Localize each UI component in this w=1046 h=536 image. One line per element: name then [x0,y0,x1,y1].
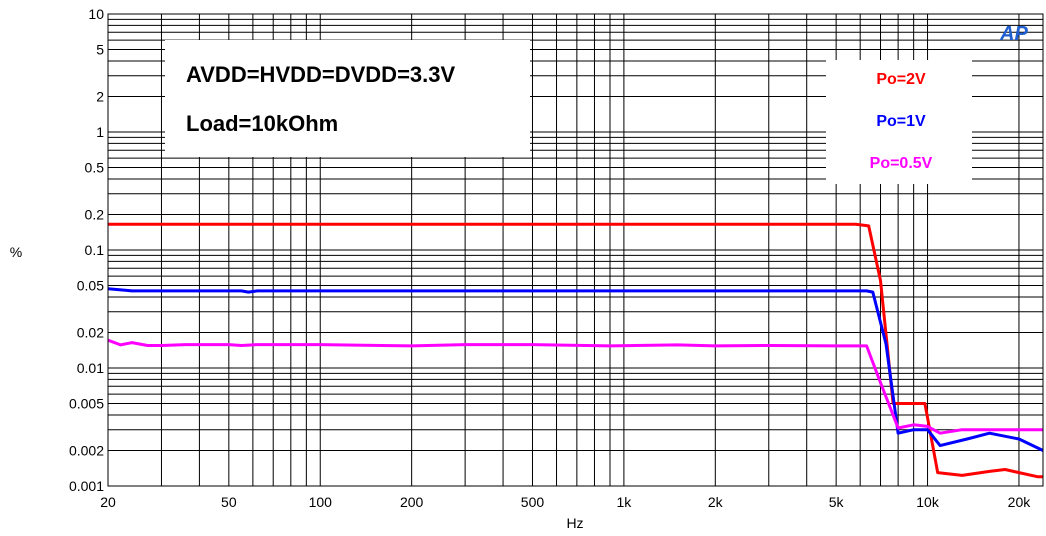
x-tick-label: 20 [100,494,116,510]
y-tick-label: 2 [96,88,104,104]
legend-entry-3: Po=0.5V [870,155,933,172]
annotation-supply: AVDD=HVDD=DVDD=3.3V [186,62,456,87]
legend-box [826,60,972,184]
x-tick-label: 20k [1008,494,1032,510]
annotation-box [165,40,530,157]
tick-labels: 20 50 100 200 500 1k 2k 5k 10k 20k 10 5 2 1 0.5 0.2 0.1 0… [69,6,1031,510]
y-axis-title: % [10,244,22,260]
x-tick-label: 5k [829,494,845,510]
y-tick-label: 0.5 [85,160,105,176]
x-tick-label: 1k [616,494,632,510]
x-tick-label: 50 [221,494,237,510]
y-tick-label: 1 [96,124,104,140]
y-tick-label: 0.005 [69,396,104,412]
series-layer [107,222,1044,479]
series-line-2 [107,287,1044,452]
y-tick-label: 0.02 [77,324,104,340]
y-tick-label: 0.001 [69,478,104,494]
annotation-load: Load=10kOhm [186,111,338,136]
y-tick-label: 0.2 [85,206,105,222]
ap-logo-icon: AP [999,23,1028,45]
y-tick-label: 5 [96,42,104,58]
x-tick-label: 100 [309,494,333,510]
y-tick-label: 10 [88,6,104,22]
x-tick-label: 10k [916,494,940,510]
legend-entry-1: Po=2V [876,71,926,88]
y-tick-label: 0.002 [69,442,104,458]
y-tick-label: 0.05 [77,278,104,294]
x-tick-label: 2k [708,494,724,510]
x-tick-label: 200 [400,494,424,510]
y-tick-label: 0.1 [85,242,105,258]
legend-entry-2: Po=1V [876,113,926,130]
x-axis-title: Hz [566,515,583,531]
y-tick-label: 0.01 [77,360,104,376]
x-tick-label: 500 [521,494,545,510]
series-line-3 [107,338,1043,435]
legend: Po=2V Po=1V Po=0.5V [870,71,933,172]
plot-frame [107,13,1044,487]
series-line-1 [108,222,1043,479]
